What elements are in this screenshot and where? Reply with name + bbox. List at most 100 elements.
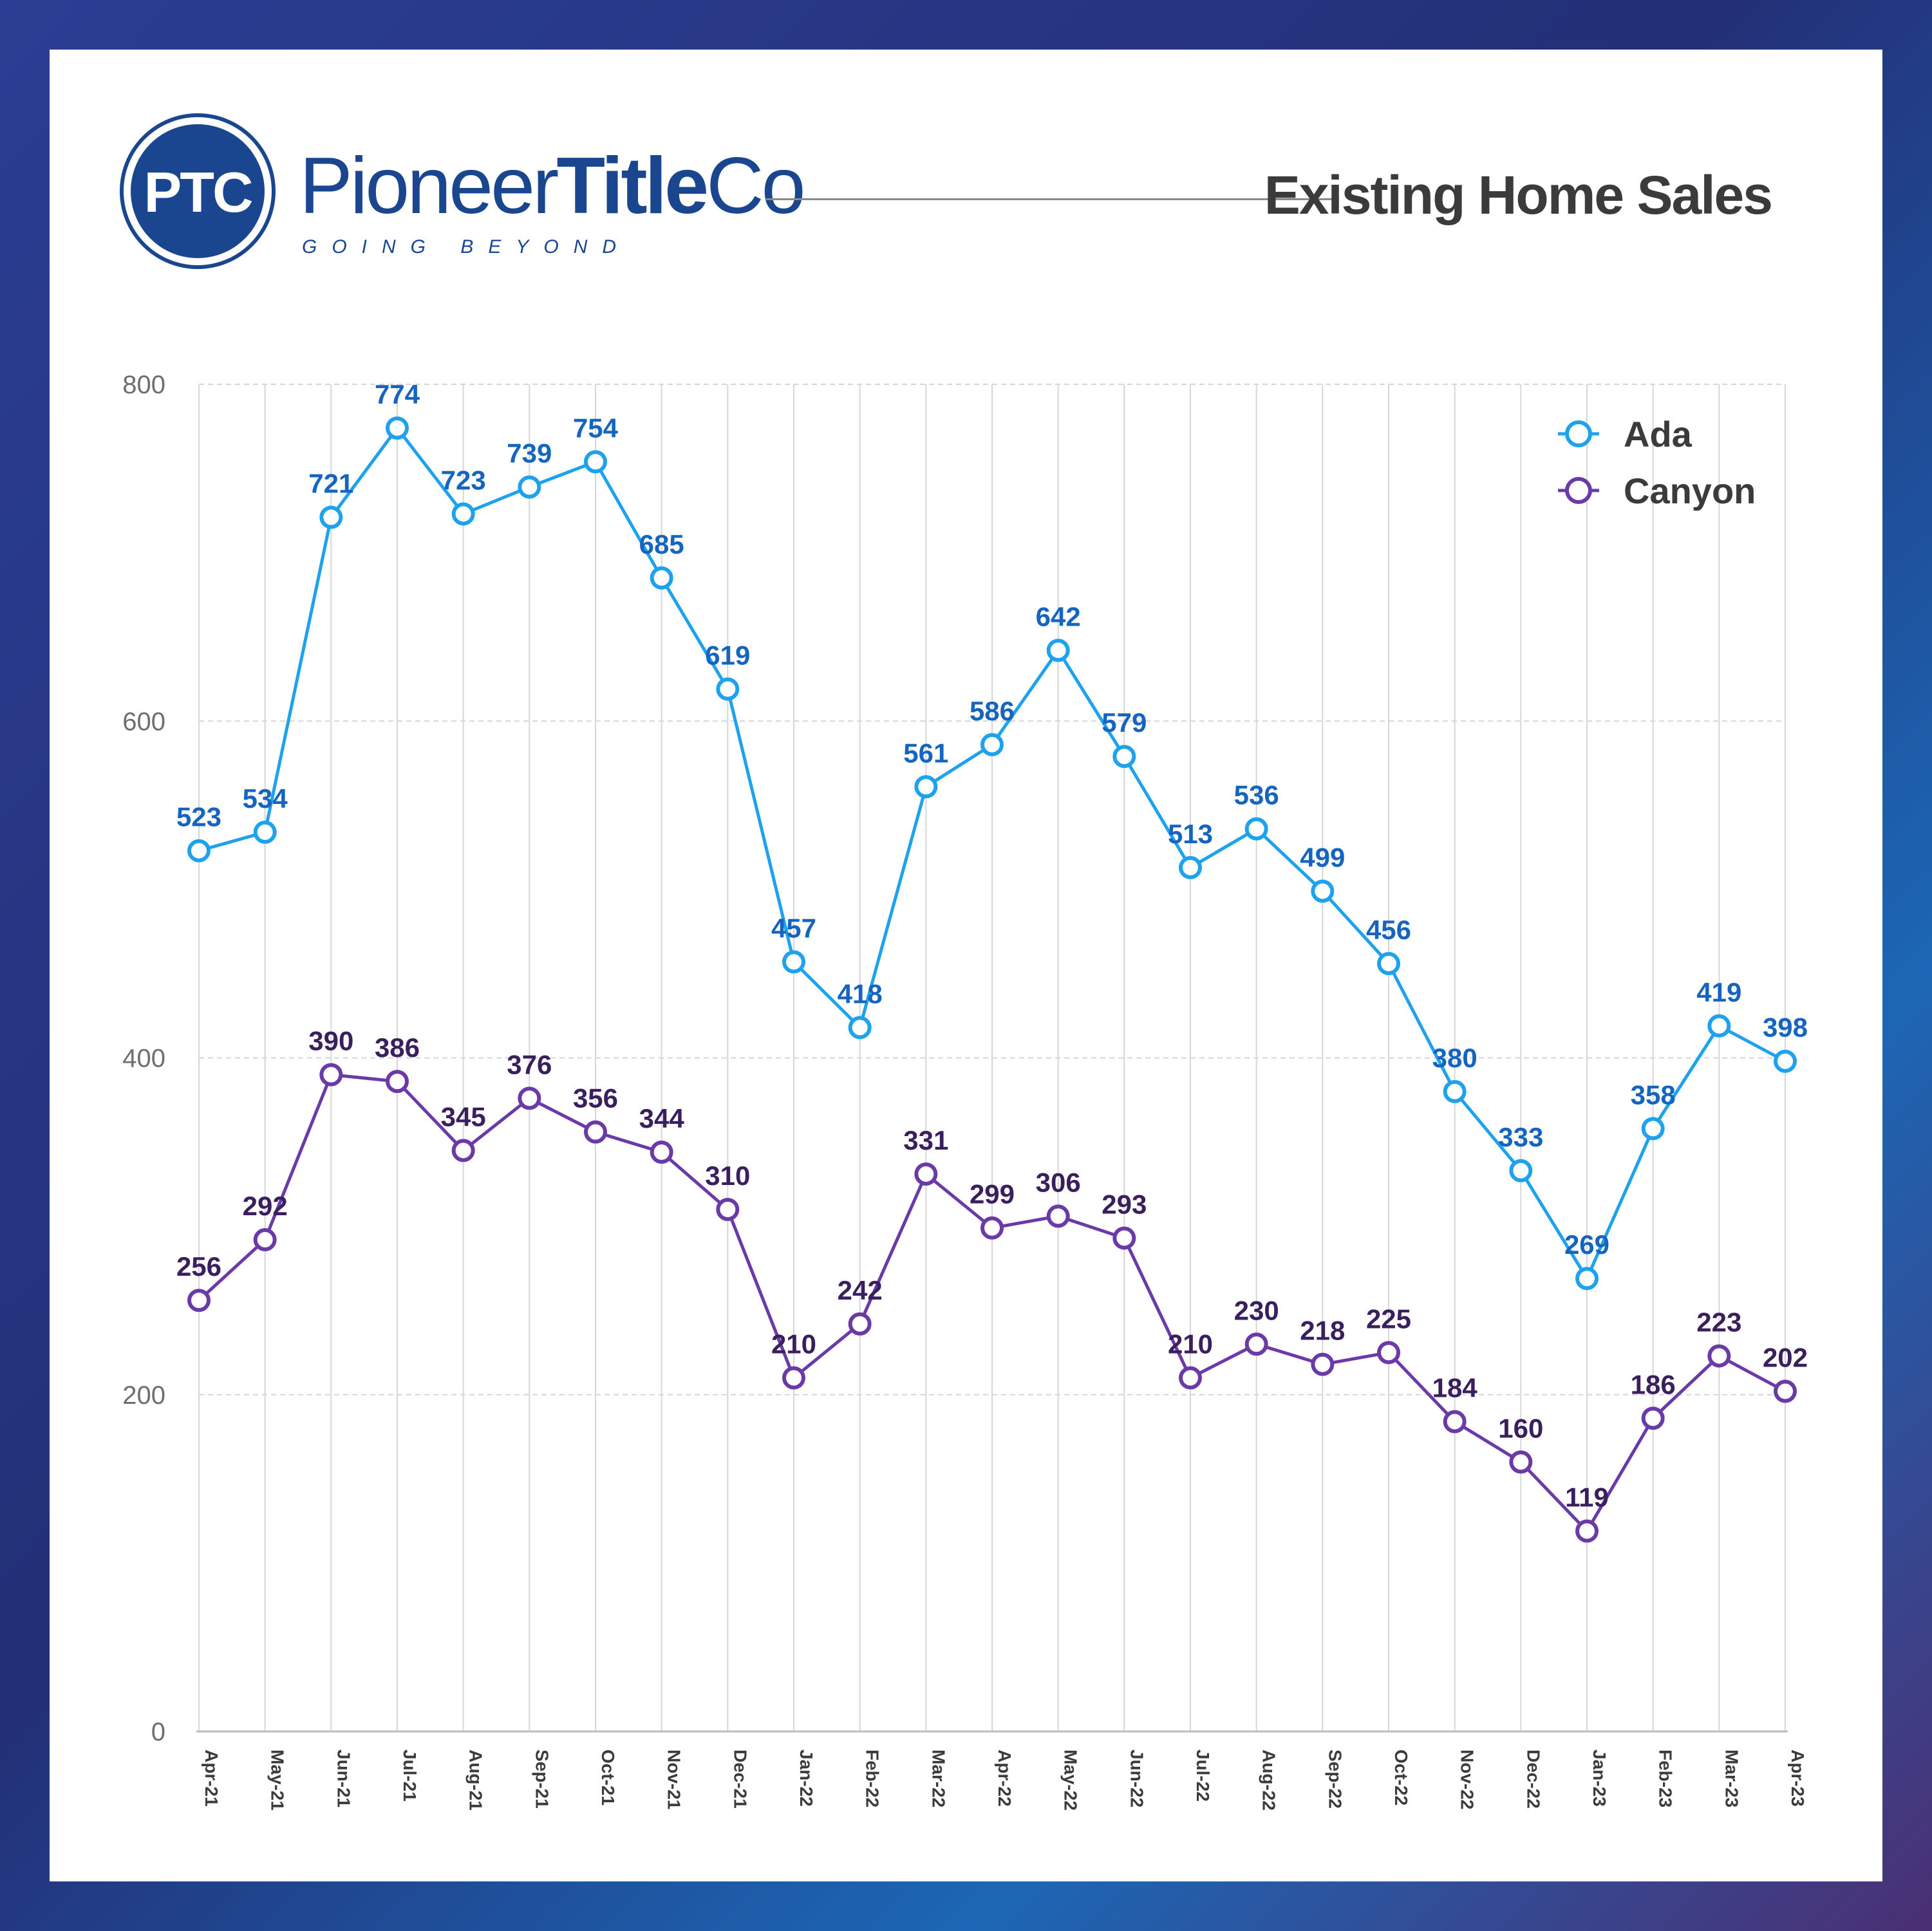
data-point: [1707, 1014, 1731, 1038]
data-point: [980, 1216, 1004, 1240]
brand-name-regular: Pioneer: [299, 142, 559, 230]
data-label: 380: [1432, 1043, 1477, 1073]
data-point: [1179, 1366, 1202, 1390]
data-label: 457: [771, 913, 816, 943]
data-point: [1575, 1519, 1599, 1543]
data-label: 210: [1168, 1329, 1213, 1359]
brand-tagline: GOING BEYOND: [302, 236, 632, 257]
data-point: [1112, 745, 1136, 769]
data-point: [187, 1289, 211, 1312]
logo-mark-text: PTC: [144, 160, 252, 224]
data-label: 739: [507, 438, 552, 469]
data-label: 418: [838, 978, 883, 1009]
x-tick-label: May-21: [268, 1749, 288, 1811]
x-tick-label: May-22: [1061, 1749, 1081, 1811]
data-label: 419: [1696, 977, 1741, 1007]
data-label: 723: [441, 465, 486, 495]
data-point: [1179, 855, 1202, 879]
y-tick-label: 0: [151, 1718, 165, 1746]
data-point: [518, 475, 541, 499]
data-point: [253, 820, 277, 844]
data-point: [1377, 951, 1400, 975]
data-point: [584, 1120, 607, 1144]
data-point: [1774, 1379, 1797, 1403]
data-point: [716, 1197, 740, 1221]
x-tick-label: Sep-22: [1325, 1749, 1345, 1809]
legend-marker: [1565, 477, 1592, 504]
legend-label: Ada: [1624, 414, 1693, 454]
x-tick-label: Jul-21: [400, 1749, 420, 1802]
data-point: [386, 416, 409, 440]
data-point: [1244, 817, 1268, 841]
legend-marker: [1565, 420, 1592, 447]
data-label: 210: [771, 1329, 816, 1359]
data-label: 333: [1498, 1122, 1543, 1152]
data-point: [716, 677, 740, 701]
data-label: 358: [1631, 1079, 1676, 1110]
data-label: 499: [1300, 842, 1345, 872]
data-point: [1774, 1049, 1797, 1073]
data-point: [451, 502, 475, 526]
grid-lines: [198, 384, 1786, 1731]
data-label: 242: [838, 1275, 883, 1305]
data-point: [782, 1366, 805, 1390]
data-point: [650, 1141, 673, 1164]
x-tick-label: Apr-22: [995, 1749, 1015, 1807]
x-tick-label: Jun-22: [1127, 1749, 1147, 1807]
data-point: [319, 1063, 343, 1087]
data-label: 721: [308, 469, 353, 499]
axes: 0 200 400 600 800 Apr-21 May-21 Jun-21 Jul-21 Aug…: [122, 371, 1808, 1811]
data-point: [914, 775, 938, 799]
data-point: [187, 839, 211, 863]
data-label: 619: [705, 640, 750, 671]
x-tick-label: Aug-21: [466, 1749, 486, 1811]
y-tick-label: 200: [122, 1381, 165, 1410]
data-point: [319, 505, 343, 529]
data-label: 754: [573, 413, 619, 443]
data-label: 306: [1036, 1167, 1081, 1197]
data-point: [848, 1312, 872, 1336]
data-label: 310: [705, 1161, 750, 1191]
data-point: [1443, 1079, 1467, 1103]
data-label: 398: [1763, 1012, 1808, 1043]
x-tick-label: Mar-23: [1721, 1749, 1741, 1807]
data-label: 331: [903, 1125, 948, 1155]
legend-label: Canyon: [1624, 471, 1756, 511]
brand-name-suffix: Co: [706, 142, 806, 230]
data-point: [1244, 1332, 1268, 1356]
data-label: 536: [1234, 780, 1279, 810]
x-tick-label: Oct-21: [598, 1749, 618, 1805]
data-point: [1112, 1226, 1136, 1250]
ptc-logo-icon: PTC: [120, 113, 276, 269]
x-tick-label: Mar-22: [928, 1749, 948, 1807]
data-label: 513: [1168, 819, 1213, 849]
x-tick-label: Jan-22: [796, 1749, 816, 1807]
header-divider: [766, 198, 1339, 200]
data-label: 642: [1036, 601, 1081, 631]
series-ada: 523 534 721 774 723 739 754 685 619 457 418 561 586 6…: [176, 379, 1808, 1291]
data-label: 356: [573, 1083, 618, 1114]
x-tick-label: Oct-22: [1391, 1749, 1411, 1805]
x-tick-label: Sep-21: [532, 1749, 552, 1809]
data-label: 225: [1366, 1303, 1411, 1334]
data-point: [650, 566, 673, 590]
data-label: 523: [176, 802, 221, 832]
chart-title: Existing Home Sales: [1264, 165, 1773, 225]
data-point: [1509, 1450, 1533, 1474]
chart-card: PTC PioneerTitleCo GOING BEYOND Existing…: [50, 50, 1882, 1881]
data-label: 456: [1366, 915, 1411, 945]
data-label: 230: [1234, 1295, 1279, 1325]
brand-name: PioneerTitleCo: [299, 146, 806, 226]
data-label: 685: [639, 529, 684, 559]
x-tick-label: Dec-21: [730, 1749, 750, 1809]
data-point: [980, 732, 1004, 756]
x-tick-label: Jul-22: [1193, 1749, 1213, 1802]
x-tick-label: Feb-23: [1656, 1749, 1676, 1807]
data-point: [1046, 1204, 1070, 1228]
data-label: 586: [970, 696, 1015, 726]
data-point: [451, 1139, 475, 1162]
data-point: [1641, 1406, 1665, 1430]
data-label: 292: [243, 1191, 288, 1221]
data-point: [1575, 1267, 1599, 1291]
data-label: 293: [1102, 1189, 1147, 1219]
